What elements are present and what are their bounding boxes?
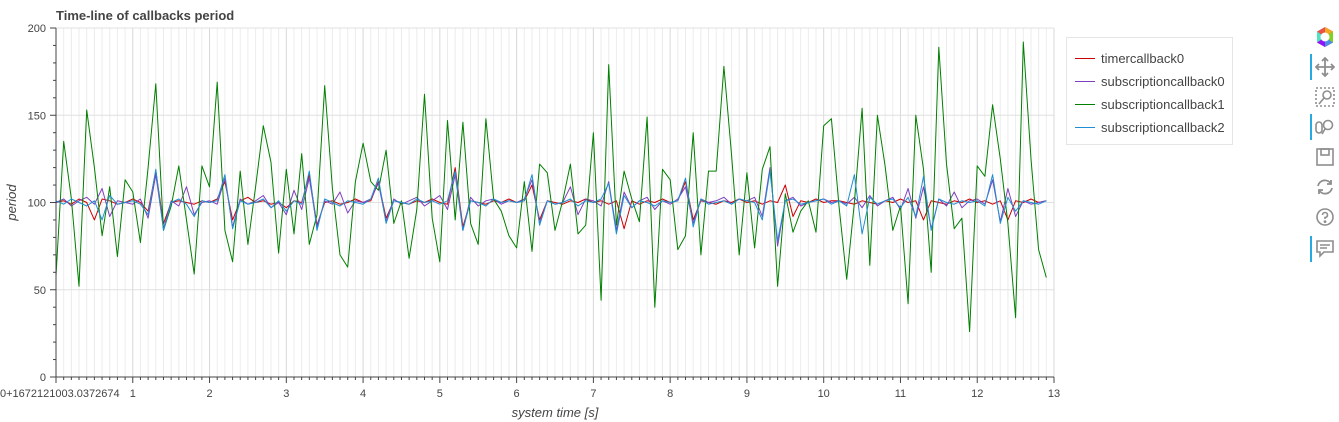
y-tick-label: 200: [28, 23, 46, 35]
x-tick-label: 1: [130, 388, 136, 400]
series-line-subscriptioncallback0: [55, 167, 1047, 247]
help-icon[interactable]: [1310, 203, 1339, 231]
wheel-zoom-icon[interactable]: [1310, 113, 1339, 141]
box-zoom-icon[interactable]: [1310, 83, 1339, 111]
x-axis-label: system time [s]: [512, 405, 599, 420]
legend-swatch: [1075, 57, 1095, 59]
legend-item-subscriptioncallback2[interactable]: subscriptioncallback2: [1075, 117, 1225, 137]
x-tick-label: 4: [360, 388, 366, 400]
legend-swatch: [1075, 80, 1095, 82]
series-line-subscriptioncallback1: [55, 41, 1047, 333]
y-tick-label: 50: [34, 285, 46, 297]
toolbar: [1304, 22, 1339, 282]
chart-canvas[interactable]: 0+1672121003.0372674 1 2 3 4 5 6 7 8 9 10 11 12 13050…: [0, 0, 1300, 422]
x-tick-label: 5: [437, 388, 443, 400]
y-axis-label: period: [4, 184, 19, 222]
bokeh-logo-icon[interactable]: [1310, 23, 1339, 51]
x-tick-label: 13: [1048, 388, 1060, 400]
x-tick-label: 12: [971, 388, 983, 400]
x-tick-label: 3: [283, 388, 289, 400]
x-tick-label: 10: [818, 388, 830, 400]
reset-icon[interactable]: [1310, 173, 1339, 201]
legend-label: timercallback0: [1101, 50, 1185, 66]
pan-icon[interactable]: [1310, 53, 1339, 81]
x-tick-label: 8: [667, 388, 673, 400]
legend-item-subscriptioncallback0[interactable]: subscriptioncallback0: [1075, 71, 1225, 91]
legend-label: subscriptioncallback0: [1101, 73, 1225, 89]
series-line-subscriptioncallback2: [55, 168, 1047, 242]
x-tick-label: 6: [514, 388, 520, 400]
chart-title: Time-line of callbacks period: [56, 8, 234, 23]
legend-swatch: [1075, 103, 1095, 105]
legend[interactable]: timercallback0 subscriptioncallback0 sub…: [1066, 37, 1233, 145]
chart: 0+1672121003.0372674 1 2 3 4 5 6 7 8 9 10 11 12 13 0 50…: [0, 0, 1300, 422]
legend-swatch: [1075, 126, 1095, 128]
legend-item-subscriptioncallback1[interactable]: subscriptioncallback1: [1075, 94, 1225, 114]
save-icon[interactable]: [1310, 143, 1339, 171]
legend-label: subscriptioncallback2: [1101, 119, 1225, 135]
x-tick-label: 7: [590, 388, 596, 400]
legend-label: subscriptioncallback1: [1101, 96, 1225, 112]
x-tick-label: 9: [744, 388, 750, 400]
y-tick-label: 100: [28, 198, 46, 210]
x-tick-label: 11: [895, 388, 906, 400]
hover-icon[interactable]: [1310, 235, 1339, 263]
x-tick-label: 2: [206, 388, 212, 400]
y-tick-label: 150: [28, 110, 46, 122]
legend-item-timercallback0[interactable]: timercallback0: [1075, 48, 1184, 68]
x-tick-label: 0+1672121003.0372674: [0, 388, 120, 400]
y-tick-label: 0: [40, 372, 46, 384]
